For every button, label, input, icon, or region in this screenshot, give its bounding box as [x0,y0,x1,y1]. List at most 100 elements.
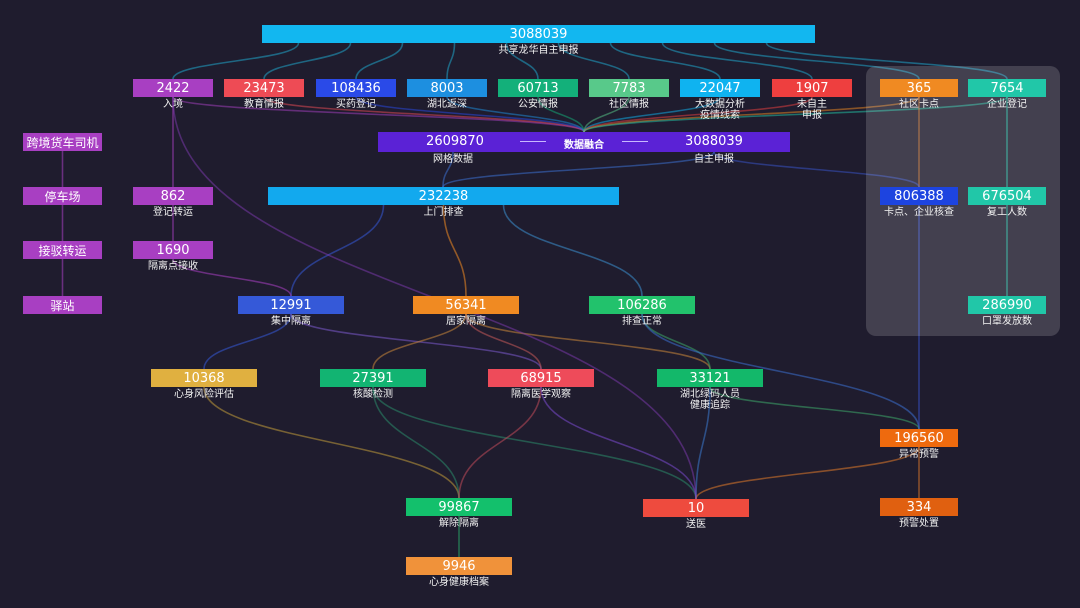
medical-observation-box: 68915 [488,369,594,387]
link-hubei-to-alert [709,386,920,430]
release-isolation-box: 99867 [406,498,512,516]
source-entry-box: 2422 [133,79,213,97]
source-bigdata-box: 22047 [680,79,760,97]
source-education-label: 教育情报 [244,99,284,110]
link-top-to-panel-1 [765,42,1008,80]
link-sources-7-to-fusion [583,96,813,133]
nucleic-test-label: 核酸检测 [353,389,393,400]
link-top-to-sources-5 [557,42,630,80]
link-sources-5-to-fusion [583,96,630,133]
return-to-work-box: 676504 [968,187,1046,205]
checkpoint-verify-box: 806388 [880,187,958,205]
link-top-to-sources-2 [355,42,404,80]
link-top-to-sources-7 [661,42,813,80]
link-sources-4-to-fusion [537,96,585,133]
fusion-dash-right [622,141,648,142]
release-isolation-label: 解除隔离 [439,518,479,529]
link-top-to-sources-3 [446,42,456,80]
central-isolation-label: 集中隔离 [271,316,311,327]
left-chain-item-0: 跨境货车司机 [23,133,102,151]
link-sources-6-to-fusion [583,96,721,133]
link-top-to-sources-6 [609,42,721,80]
enterprise-register-box: 7654 [968,79,1046,97]
community-checkpoint-label: 社区卡点 [899,99,939,110]
door-to-door-check-label: 上门排查 [423,207,464,218]
link-fusion-to-verify [713,151,920,188]
link-receive-to-central [172,258,292,297]
return-to-work-label: 复工人数 [987,207,1027,218]
link-door-to-normal [502,204,643,297]
top-self-report-label: 共享龙华自主申报 [498,45,579,56]
link-home-to-hubei [465,313,711,370]
register-transfer-label: 登记转运 [153,207,193,218]
source-police-label: 公安情报 [518,99,558,110]
link-top-to-panel-0 [713,42,920,80]
data-fusion-bar [378,132,790,152]
grid-data-value: 2609870 [426,134,484,149]
fusion-dash-left [520,141,546,142]
link-panel-1-to-fusion [583,96,1008,133]
psych-health-archive-label: 心身健康档案 [429,577,489,588]
link-medical-to-hospital [540,386,697,500]
grid-data-label: 网格数据 [433,154,473,165]
link-top-to-sources-4 [505,42,539,80]
source-entry-label: 入境 [163,99,183,110]
door-to-door-check-box: 232238 [268,187,619,205]
link-nucleic-to-hospital [372,386,697,500]
link-central-to-medical [290,313,542,370]
fusion-center-label: 数据融合 [564,140,604,151]
psych-health-archive-box: 9946 [406,557,512,575]
medical-observation-label: 隔离医学观察 [511,389,571,400]
link-home-to-nucleic [372,313,467,370]
link-hubei-to-hospital [695,386,711,500]
source-hubei-return-box: 8003 [407,79,487,97]
link-sources-2-to-fusion [355,96,585,133]
link-home-to-medical [465,313,542,370]
send-hospital-box: 10 [643,499,749,517]
alert-handling-box: 334 [880,498,958,516]
link-sources-3-to-fusion [446,96,585,133]
source-hubei-return-label: 湖北返深 [427,99,467,110]
psych-risk-assess-label: 心身风险评估 [174,389,234,400]
home-isolation-box: 56341 [413,296,519,314]
nucleic-test-box: 27391 [320,369,426,387]
self-report-label: 自主申报 [694,154,734,165]
link-fusion2-to-door [442,151,715,188]
isolation-receive-label: 隔离点接收 [148,261,198,272]
link-sources-1-to-fusion [263,96,585,133]
left-chain-item-2: 接驳转运 [23,241,102,259]
source-unreported-box: 1907 [772,79,852,97]
anomaly-alert-box: 196560 [880,429,958,447]
link-central-to-psych [203,313,292,370]
checkpoint-verify-label: 卡点、企业核查 [884,207,954,218]
community-checkpoint-box: 365 [880,79,958,97]
home-isolation-label: 居家隔离 [446,316,486,327]
source-bigdata-label: 大数据分析 疫情线索 [695,99,745,121]
mask-distribution-box: 286990 [968,296,1046,314]
send-hospital-label: 送医 [686,519,706,530]
source-community-label: 社区情报 [609,99,649,110]
check-normal-box: 106286 [589,296,695,314]
source-police-box: 60713 [498,79,578,97]
link-door-to-home [442,204,467,297]
register-transfer-box: 862 [133,187,213,205]
source-education-box: 23473 [224,79,304,97]
central-isolation-box: 12991 [238,296,344,314]
left-chain-item-1: 停车场 [23,187,102,205]
source-unreported-label: 未自主 申报 [797,99,827,121]
left-chain-item-3: 驿站 [23,296,102,314]
mask-distribution-label: 口罩发放数 [982,316,1032,327]
hubei-green-tracking-box: 33121 [657,369,763,387]
alert-handling-label: 预警处置 [899,518,939,529]
self-report-value: 3088039 [685,134,743,149]
link-medical-to-release [458,386,542,499]
source-community-box: 7783 [589,79,669,97]
link-normal-to-alert [641,313,920,430]
link-fusion-to-door [442,151,454,188]
link-door-to-central [290,204,385,297]
source-medicine-box: 108436 [316,79,396,97]
check-normal-label: 排查正常 [622,316,662,327]
link-nucleic-to-release [372,386,460,499]
enterprise-register-label: 企业登记 [987,99,1027,110]
